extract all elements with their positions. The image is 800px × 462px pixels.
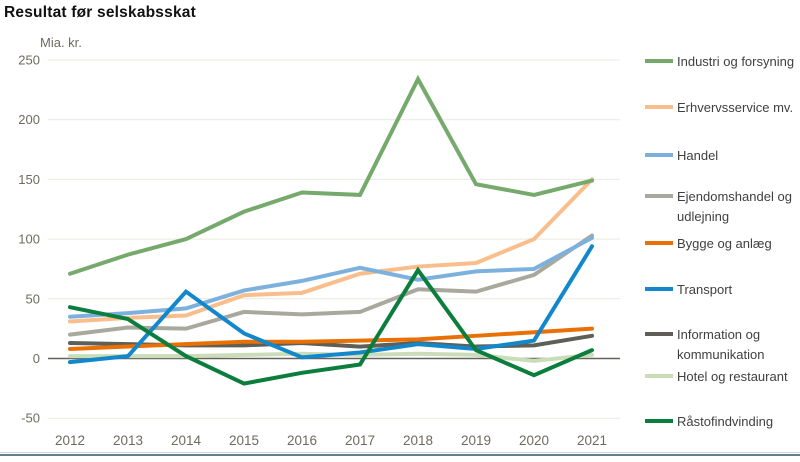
legend-swatch-rastofindvinding [645, 419, 673, 423]
line-chart-plot: 250 200 150 100 50 0 -50 2012 2013 2014 2015 2016 20… [18, 53, 620, 448]
chart-title: Resultat før selskabsskat [4, 4, 196, 21]
series-line-industri-og-forsyning [68, 74, 594, 276]
series-line-ejendomshandel-og-udlejning [68, 233, 594, 337]
y-tick-label-250: 250 [18, 53, 40, 68]
y-tick-label-100: 100 [18, 232, 40, 247]
legend-swatch-erhvervsservice-mv [645, 105, 673, 109]
x-tick-label-2021: 2021 [577, 433, 607, 448]
series-line-transport [68, 244, 594, 365]
legend-item-rastofindvinding: Råstofindvinding [645, 412, 799, 432]
legend-swatch-ejendomshandel-og-udlejning [645, 194, 673, 198]
y-tick-label-0: 0 [33, 351, 40, 366]
series-line-handel [68, 235, 594, 319]
x-tick-label-2017: 2017 [345, 433, 375, 448]
bottom-divider-highlight [0, 452, 800, 453]
legend-label-ejendomshandel-og-udlejning: Ejendomshandel og udlejning [677, 189, 792, 224]
x-tick-label-2019: 2019 [461, 433, 491, 448]
x-tick-label-2016: 2016 [287, 433, 317, 448]
x-tick-label-2012: 2012 [55, 433, 85, 448]
x-tick-label-2013: 2013 [113, 433, 143, 448]
legend-label-erhvervsservice-mv: Erhvervsservice mv. [677, 100, 794, 115]
legend-swatch-handel [645, 153, 673, 157]
legend-label-rastofindvinding: Råstofindvinding [677, 414, 774, 429]
legend-label-bygge-og-anlaeg: Bygge og anlæg [677, 236, 772, 251]
legend-item-information-og-kommunikation: Information og kommunikation [645, 325, 799, 364]
legend-swatch-industri-og-forsyning [645, 59, 673, 63]
legend-item-industri-og-forsyning: Industri og forsyning [645, 52, 799, 72]
y-axis-unit-label: Mia. kr. [40, 35, 82, 50]
series-line-rastofindvinding [68, 266, 594, 386]
series-line-bygge-og-anlaeg [68, 326, 594, 351]
legend-swatch-transport [645, 287, 673, 291]
chart-legend: Industri og forsyning Erhvervsservice mv.… [645, 0, 800, 455]
legend-label-hotel-og-restaurant: Hotel og restaurant [677, 369, 788, 384]
legend-item-ejendomshandel-og-udlejning: Ejendomshandel og udlejning [645, 187, 799, 226]
legend-item-erhvervsservice-mv: Erhvervsservice mv. [645, 98, 799, 118]
legend-swatch-hotel-og-restaurant [645, 374, 673, 378]
legend-item-bygge-og-anlaeg: Bygge og anlæg [645, 234, 799, 254]
legend-label-transport: Transport [677, 282, 733, 297]
legend-swatch-bygge-og-anlaeg [645, 241, 673, 245]
y-tick-label-200: 200 [18, 112, 40, 127]
x-tick-label-2018: 2018 [403, 433, 433, 448]
legend-swatch-information-og-kommunikation [645, 332, 673, 336]
legend-label-industri-og-forsyning: Industri og forsyning [677, 54, 795, 69]
x-tick-label-2014: 2014 [171, 433, 202, 448]
legend-item-transport: Transport [645, 280, 799, 300]
legend-item-handel: Handel [645, 146, 799, 166]
x-tick-label-2020: 2020 [519, 433, 549, 448]
legend-label-handel: Handel [677, 148, 719, 163]
y-tick-label-50: 50 [26, 291, 40, 306]
x-tick-label-2015: 2015 [229, 433, 259, 448]
legend-item-hotel-og-restaurant: Hotel og restaurant [645, 367, 799, 387]
y-tick-label--50: -50 [21, 411, 40, 426]
series-line-erhvervsservice-mv [68, 177, 594, 324]
bottom-divider [0, 454, 800, 456]
y-tick-label-150: 150 [18, 172, 40, 187]
legend-label-information-og-kommunikation: Information og kommunikation [677, 327, 765, 362]
